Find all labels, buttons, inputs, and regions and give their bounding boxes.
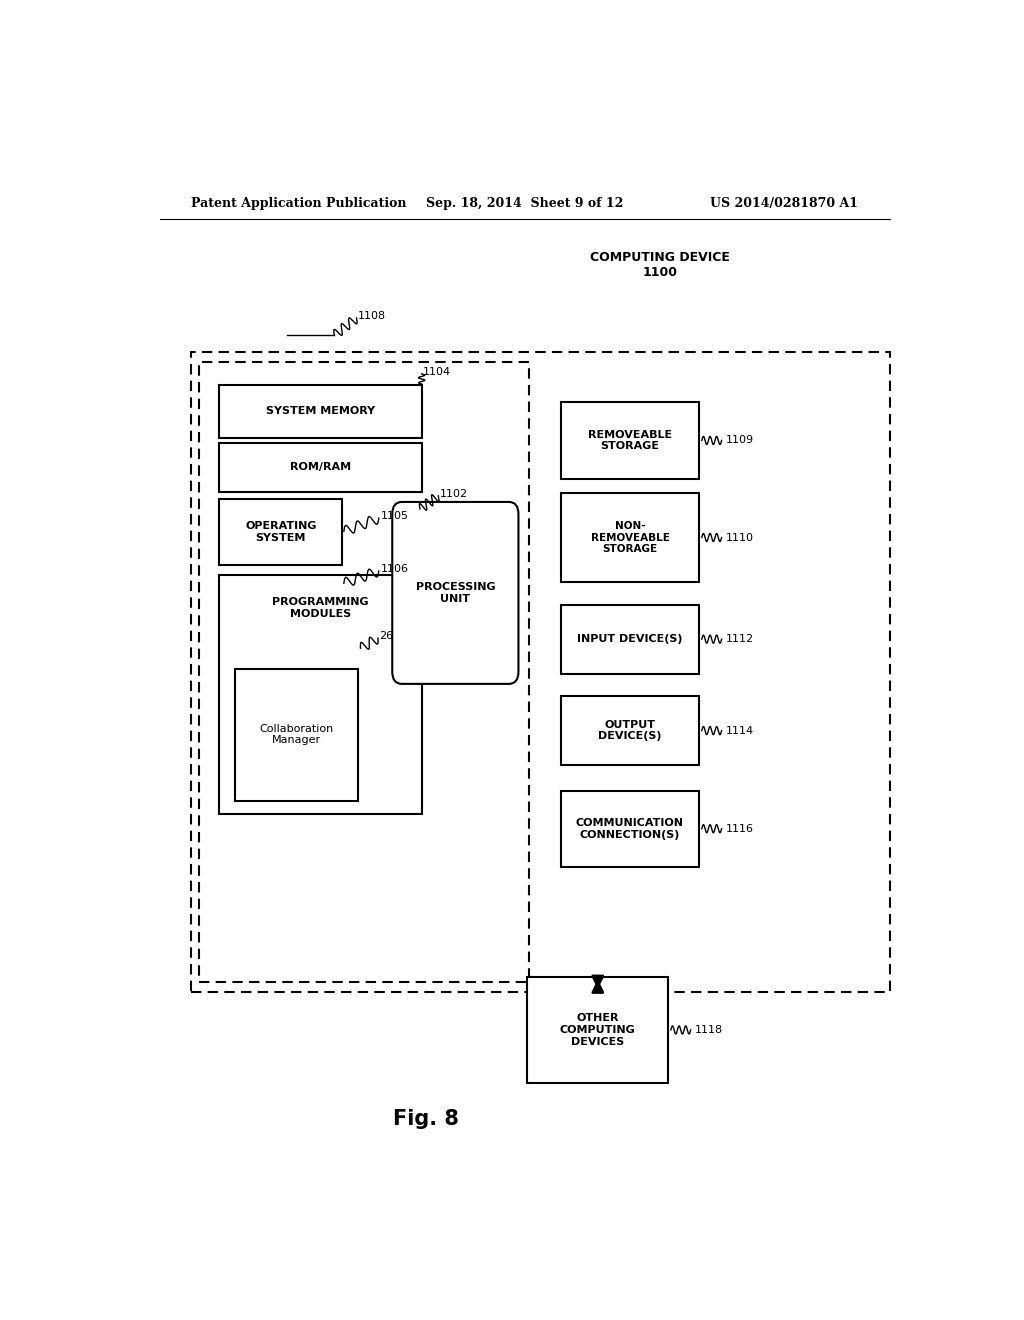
Text: OUTPUT
DEVICE(S): OUTPUT DEVICE(S) bbox=[598, 719, 662, 742]
Text: ROM/RAM: ROM/RAM bbox=[290, 462, 351, 473]
Text: 1110: 1110 bbox=[726, 532, 754, 543]
Text: 1108: 1108 bbox=[358, 312, 386, 321]
Text: COMPUTING DEVICE
1100: COMPUTING DEVICE 1100 bbox=[590, 251, 730, 279]
Text: 1116: 1116 bbox=[726, 824, 754, 834]
Text: OTHER
COMPUTING
DEVICES: OTHER COMPUTING DEVICES bbox=[560, 1014, 636, 1047]
Text: INPUT DEVICE(S): INPUT DEVICE(S) bbox=[578, 634, 683, 644]
Bar bbox=[560, 791, 699, 867]
Text: 1109: 1109 bbox=[726, 436, 754, 445]
Text: PROGRAMMING
MODULES: PROGRAMMING MODULES bbox=[272, 598, 369, 619]
Text: COMMUNICATION
CONNECTION(S): COMMUNICATION CONNECTION(S) bbox=[575, 818, 684, 840]
Text: 1118: 1118 bbox=[694, 1024, 723, 1035]
Text: 1106: 1106 bbox=[380, 564, 409, 574]
Bar bbox=[191, 351, 890, 991]
Text: REMOVEABLE
STORAGE: REMOVEABLE STORAGE bbox=[588, 429, 672, 451]
Bar bbox=[219, 385, 422, 438]
Text: Fig. 8: Fig. 8 bbox=[392, 1109, 459, 1129]
Text: US 2014/0281870 A1: US 2014/0281870 A1 bbox=[710, 197, 858, 210]
Text: NON-
REMOVEABLE
STORAGE: NON- REMOVEABLE STORAGE bbox=[591, 521, 670, 554]
Bar bbox=[219, 444, 422, 492]
Text: Collaboration
Manager: Collaboration Manager bbox=[259, 723, 334, 746]
Text: Patent Application Publication: Patent Application Publication bbox=[191, 197, 407, 210]
Text: 1114: 1114 bbox=[726, 726, 754, 735]
Text: Sep. 18, 2014  Sheet 9 of 12: Sep. 18, 2014 Sheet 9 of 12 bbox=[426, 197, 624, 210]
Text: 26: 26 bbox=[380, 631, 393, 642]
FancyBboxPatch shape bbox=[392, 502, 518, 684]
Bar bbox=[560, 605, 699, 673]
Bar bbox=[527, 977, 669, 1084]
Bar bbox=[219, 576, 422, 814]
Bar bbox=[219, 499, 342, 565]
Bar bbox=[560, 696, 699, 766]
Text: OPERATING
SYSTEM: OPERATING SYSTEM bbox=[245, 521, 316, 543]
Text: 1104: 1104 bbox=[423, 367, 452, 376]
Text: SYSTEM MEMORY: SYSTEM MEMORY bbox=[266, 407, 375, 417]
Text: 1105: 1105 bbox=[380, 511, 409, 521]
Bar bbox=[236, 669, 358, 801]
Bar bbox=[200, 362, 528, 982]
Text: 1102: 1102 bbox=[440, 488, 468, 499]
Bar bbox=[560, 403, 699, 479]
Text: 1112: 1112 bbox=[726, 634, 754, 644]
Bar bbox=[560, 492, 699, 582]
Text: PROCESSING
UNIT: PROCESSING UNIT bbox=[416, 582, 496, 603]
